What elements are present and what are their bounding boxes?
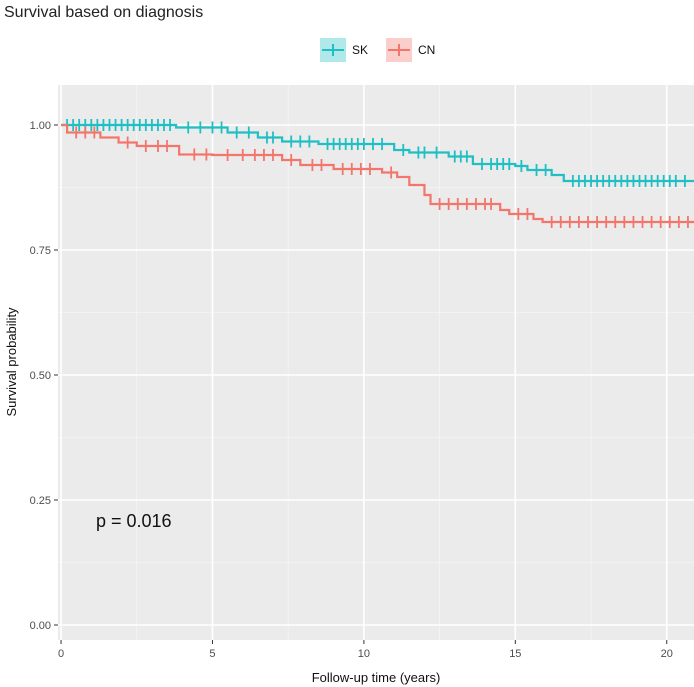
legend: SK CN bbox=[320, 38, 435, 62]
x-axis-title: Follow-up time (years) bbox=[312, 670, 441, 685]
series-layer bbox=[61, 119, 694, 228]
y-tick-label: 0.75 bbox=[30, 245, 51, 257]
legend-label-sk: SK bbox=[352, 43, 368, 57]
plot-panel bbox=[58, 85, 694, 640]
p-value-annotation: p = 0.016 bbox=[96, 511, 172, 531]
x-tick-label: 15 bbox=[509, 648, 521, 660]
y-tick-label: 0.25 bbox=[30, 495, 51, 507]
x-tick-label: 20 bbox=[661, 648, 673, 660]
series-cn bbox=[61, 123, 694, 228]
legend-label-cn: CN bbox=[418, 43, 435, 57]
survival-curve-cn bbox=[61, 123, 694, 224]
y-tick-label: 1.00 bbox=[30, 120, 51, 132]
series-sk bbox=[61, 119, 694, 187]
y-tick-label: 0.00 bbox=[30, 620, 51, 632]
survival-curve-sk bbox=[61, 123, 694, 183]
x-tick-label: 0 bbox=[58, 648, 64, 660]
y-axis-title: Survival probability bbox=[4, 307, 19, 417]
y-tick-label: 0.50 bbox=[30, 370, 51, 382]
x-tick-label: 10 bbox=[358, 648, 370, 660]
chart-title: Survival based on diagnosis bbox=[4, 4, 203, 21]
axis-ticks: 0 5 10 15 20 0.00 0.25 0.50 0.75 1.00 bbox=[30, 120, 673, 660]
x-tick-label: 5 bbox=[209, 648, 215, 660]
